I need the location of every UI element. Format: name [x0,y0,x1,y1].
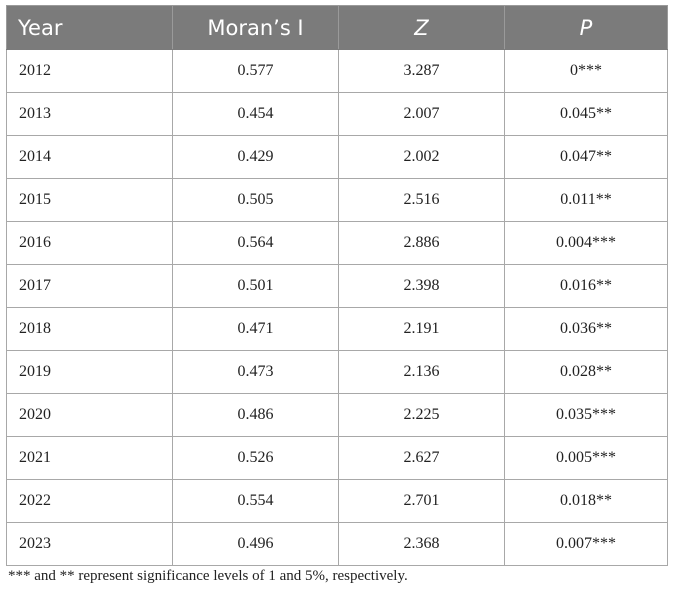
table-body: 2012 0.577 3.287 0*** 2013 0.454 2.007 0… [6,49,668,566]
cell-morans-i: 0.429 [172,135,339,179]
table-row: 2019 0.473 2.136 0.028** [6,350,668,394]
table-row: 2013 0.454 2.007 0.045** [6,92,668,136]
table-row: 2012 0.577 3.287 0*** [6,49,668,93]
cell-year: 2021 [6,436,173,480]
morans-i-table: Year Moran’s I Z P 2012 0.577 3.287 0***… [6,5,668,566]
cell-p: 0.018** [504,479,668,523]
cell-year: 2019 [6,350,173,394]
cell-morans-i: 0.454 [172,92,339,136]
morans-i-table-container: Year Moran’s I Z P 2012 0.577 3.287 0***… [6,5,668,566]
cell-p: 0.045** [504,92,668,136]
cell-p: 0.011** [504,178,668,222]
table-footnote: *** and ** represent significance levels… [8,568,408,584]
cell-year: 2016 [6,221,173,265]
cell-morans-i: 0.486 [172,393,339,437]
cell-p: 0.016** [504,264,668,308]
cell-morans-i: 0.564 [172,221,339,265]
cell-z: 2.886 [338,221,505,265]
table-row: 2018 0.471 2.191 0.036** [6,307,668,351]
table-row: 2022 0.554 2.701 0.018** [6,479,668,523]
cell-p: 0.047** [504,135,668,179]
cell-year: 2014 [6,135,173,179]
cell-z: 2.002 [338,135,505,179]
cell-morans-i: 0.554 [172,479,339,523]
header-p: P [504,5,668,50]
header-year: Year [6,5,173,50]
cell-p: 0.005*** [504,436,668,480]
table-row: 2014 0.429 2.002 0.047** [6,135,668,179]
header-morans-i: Moran’s I [172,5,339,50]
cell-p: 0.028** [504,350,668,394]
cell-z: 3.287 [338,49,505,93]
table-row: 2017 0.501 2.398 0.016** [6,264,668,308]
cell-year: 2018 [6,307,173,351]
cell-morans-i: 0.473 [172,350,339,394]
cell-z: 2.136 [338,350,505,394]
cell-morans-i: 0.471 [172,307,339,351]
table-row: 2023 0.496 2.368 0.007*** [6,522,668,566]
table-row: 2020 0.486 2.225 0.035*** [6,393,668,437]
table-row: 2021 0.526 2.627 0.005*** [6,436,668,480]
cell-z: 2.516 [338,178,505,222]
cell-morans-i: 0.505 [172,178,339,222]
cell-z: 2.225 [338,393,505,437]
cell-z: 2.398 [338,264,505,308]
cell-p: 0.036** [504,307,668,351]
cell-year: 2022 [6,479,173,523]
header-row: Year Moran’s I Z P [6,5,668,50]
table-row: 2015 0.505 2.516 0.011** [6,178,668,222]
cell-z: 2.627 [338,436,505,480]
cell-year: 2020 [6,393,173,437]
table-header: Year Moran’s I Z P [6,5,668,50]
cell-year: 2015 [6,178,173,222]
cell-morans-i: 0.501 [172,264,339,308]
cell-z: 2.007 [338,92,505,136]
cell-z: 2.701 [338,479,505,523]
cell-p: 0.004*** [504,221,668,265]
cell-z: 2.191 [338,307,505,351]
cell-year: 2013 [6,92,173,136]
table-row: 2016 0.564 2.886 0.004*** [6,221,668,265]
cell-morans-i: 0.577 [172,49,339,93]
cell-p: 0*** [504,49,668,93]
cell-year: 2012 [6,49,173,93]
header-z: Z [338,5,505,50]
cell-p: 0.007*** [504,522,668,566]
cell-morans-i: 0.496 [172,522,339,566]
cell-p: 0.035*** [504,393,668,437]
cell-year: 2023 [6,522,173,566]
cell-z: 2.368 [338,522,505,566]
cell-year: 2017 [6,264,173,308]
cell-morans-i: 0.526 [172,436,339,480]
